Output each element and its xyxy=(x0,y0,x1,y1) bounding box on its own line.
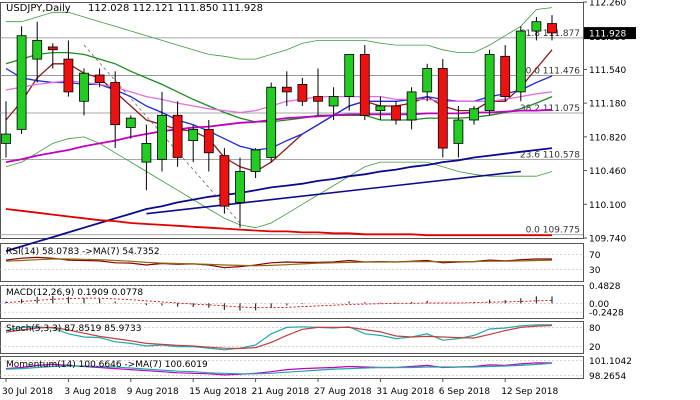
indicator-panel-frame xyxy=(0,243,584,282)
candle-body xyxy=(79,72,89,102)
fib-level-label: 50.0 111.476 xyxy=(520,66,580,76)
candle-body xyxy=(63,58,74,93)
candle-body xyxy=(375,105,386,112)
price-tick-label: 109.740 xyxy=(589,235,626,245)
candle-body xyxy=(141,143,152,163)
indicator-tick-label: 101.1042 xyxy=(589,357,632,367)
indicator-tick-label: 98.2654 xyxy=(589,372,626,382)
axes: 112.260111.890111.540111.180110.820110.4… xyxy=(2,0,636,397)
candle-body xyxy=(406,91,417,121)
bollinger-lower-line xyxy=(5,136,553,229)
candle-body xyxy=(157,114,167,160)
moving-average-line xyxy=(5,108,553,163)
macd-label: MACD(12,26,9) 0.1909 0.0778 xyxy=(6,288,143,298)
candle-body xyxy=(344,54,355,97)
ohlc-label: 112.028 112.121 111.850 111.928 xyxy=(88,3,263,14)
indicator-panel-frame xyxy=(0,356,584,379)
candle-body xyxy=(484,54,495,112)
bollinger-upper-line xyxy=(6,7,553,60)
candle-body xyxy=(515,30,526,93)
price-tick-label: 112.260 xyxy=(589,0,626,9)
date-tick-label: 27 Aug 2018 xyxy=(314,387,372,397)
labels: USDJPY,Daily 112.028 112.121 111.850 111… xyxy=(6,3,263,370)
indicator-tick-label: 0.4828 xyxy=(589,282,621,292)
indicator-panel-frame xyxy=(0,321,584,354)
candle-body xyxy=(266,86,277,158)
indicator-tick-label: 30 xyxy=(589,266,601,276)
stoch-label: Stoch(5,3,3) 87.8519 85.9733 xyxy=(6,324,141,334)
candles xyxy=(1,15,557,228)
indicator-series-line xyxy=(5,324,553,350)
indicator-series-line xyxy=(5,258,553,267)
candle-body xyxy=(172,114,183,158)
candle-body xyxy=(531,21,542,32)
candle-body xyxy=(437,68,448,149)
candle-body xyxy=(297,84,308,102)
indicator-tick-label: 80 xyxy=(589,324,601,334)
candle-body xyxy=(219,155,230,207)
candle-body xyxy=(469,108,479,121)
indicator-series-line xyxy=(5,362,553,375)
candle-body xyxy=(16,35,27,130)
price-tick-label: 110.460 xyxy=(589,167,626,177)
rsi-label: RSI(14) 58.0783 ->MA(7) 54.7352 xyxy=(6,247,160,257)
main-panel-frame xyxy=(0,2,584,239)
candle-body xyxy=(235,171,245,203)
indicator-tick-label: -0.2428 xyxy=(589,309,624,319)
date-tick-label: 9 Aug 2018 xyxy=(127,387,179,397)
indicator-tick-label: 0.00 xyxy=(589,300,609,310)
candle-body xyxy=(391,105,401,121)
indicator-tick-label: 20 xyxy=(589,343,601,353)
candle-body xyxy=(32,39,43,60)
fib-level-label: 0.0 109.775 xyxy=(526,226,580,236)
momentum-label: Momentum(14) 100.6646 ->MA(7) 100.6019 xyxy=(6,360,208,370)
macd-signal-line xyxy=(5,297,553,309)
date-tick-label: 21 Aug 2018 xyxy=(252,387,310,397)
candle-body xyxy=(125,117,136,128)
date-tick-label: 12 Sep 2018 xyxy=(501,387,558,397)
fib-level-label: 23.6 110.578 xyxy=(520,151,580,161)
price-tick-label: 111.540 xyxy=(589,66,626,76)
candle-body xyxy=(250,149,261,172)
candle-body xyxy=(94,74,105,83)
symbol-label: USDJPY,Daily xyxy=(6,3,71,14)
candle-body xyxy=(422,68,433,93)
candle-body xyxy=(500,55,511,97)
date-tick-label: 31 Aug 2018 xyxy=(376,387,434,397)
moving-average-line xyxy=(5,147,553,252)
price-tick-label: 110.100 xyxy=(589,201,626,211)
candle-body xyxy=(547,23,557,34)
price-tick-label: 111.180 xyxy=(589,100,626,110)
candle-body xyxy=(328,96,339,107)
moving-average-line xyxy=(5,208,552,237)
date-tick-label: 15 Aug 2018 xyxy=(189,387,247,397)
candle-body xyxy=(281,86,292,93)
candle-body xyxy=(110,82,121,126)
candle-body xyxy=(47,46,58,51)
last-price-marker xyxy=(584,27,636,40)
price-tick-label: 110.820 xyxy=(589,133,626,143)
date-tick-label: 6 Sep 2018 xyxy=(439,387,491,397)
candle-body xyxy=(313,96,323,102)
moving-average-line xyxy=(5,51,553,123)
indicator-tick-label: 70 xyxy=(589,251,601,261)
trendline xyxy=(146,170,521,215)
date-tick-label: 30 Jul 2018 xyxy=(2,387,53,397)
last-price-label: 111.928 xyxy=(589,30,626,40)
fib-level-label: 61.8 111.877 xyxy=(520,29,580,39)
candle-body xyxy=(203,128,214,154)
candle-body xyxy=(453,119,464,144)
candle-body xyxy=(1,133,11,144)
candle-body xyxy=(359,54,370,116)
date-tick-label: 3 Aug 2018 xyxy=(64,387,116,397)
candle-body xyxy=(188,128,199,142)
moving-average-line xyxy=(5,80,553,114)
